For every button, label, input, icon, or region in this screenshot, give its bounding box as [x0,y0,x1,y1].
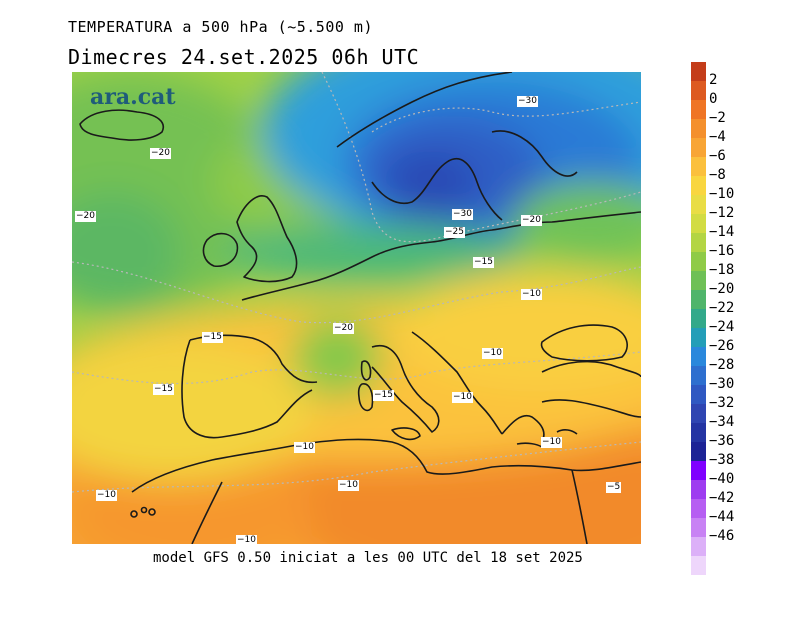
color-legend: 2 0 −2 −4 −6 −8 −10 −12 −14 −16 −18 −20 −22 −24 −26 −28… [691,62,734,575]
chart-title-date: Dimecres 24.set.2025 06h UTC [68,45,420,69]
legend-label: −10 [709,186,735,202]
contour-label: −30 [517,96,538,107]
legend-swatch [691,252,706,271]
legend-swatch [691,404,706,423]
temperature-field [72,72,641,544]
legend-swatch [691,366,706,385]
legend-label: −30 [709,376,735,392]
contour-label: −20 [521,215,542,226]
contour-label: −10 [541,437,562,448]
contour-label: −10 [96,490,117,501]
legend-swatch [691,480,706,499]
legend-label: −4 [709,129,726,145]
legend-label: −6 [709,148,726,164]
legend-swatch [691,100,706,119]
legend-label: 0 [709,91,718,107]
legend-label: −20 [709,281,735,297]
legend-swatch [691,176,706,195]
legend-label: −44 [709,509,735,525]
legend-label: 2 [709,72,718,88]
legend-swatch [691,138,706,157]
legend-swatch [691,119,706,138]
legend-label: −46 [709,528,735,544]
legend-label: −18 [709,262,735,278]
legend-swatch [691,309,706,328]
legend-label: −40 [709,471,735,487]
legend-label: −28 [709,357,735,373]
contour-label: −20 [75,211,96,222]
contour-label: −25 [444,227,465,238]
legend-label: −26 [709,338,735,354]
legend-label: −38 [709,452,735,468]
model-run-caption: model GFS 0.50 iniciat a les 00 UTC del … [153,550,583,566]
legend-label: −2 [709,110,726,126]
legend-swatch [691,518,706,537]
legend-swatch [691,290,706,309]
contour-label: −10 [294,442,315,453]
contour-label: −10 [236,535,257,546]
legend-label: −34 [709,414,735,430]
legend-label: −24 [709,319,735,335]
contour-label: −20 [333,323,354,334]
contour-label: −15 [202,332,223,343]
legend-label: −16 [709,243,735,259]
legend-swatch [691,81,706,100]
legend-swatch [691,233,706,252]
contour-label: −10 [338,480,359,491]
legend-swatch [691,442,706,461]
legend-swatch [691,271,706,290]
legend-swatch [691,347,706,366]
legend-swatch [691,423,706,442]
weather-map [72,72,641,544]
legend-label: −12 [709,205,735,221]
legend-swatch [691,537,706,556]
contour-label: −15 [153,384,174,395]
legend-label: −36 [709,433,735,449]
legend-swatch [691,195,706,214]
contour-label: −20 [150,148,171,159]
legend-swatch [691,385,706,404]
legend-swatch [691,214,706,233]
contour-label: −10 [482,348,503,359]
contour-label: −10 [521,289,542,300]
ara-cat-logo: ara.cat [90,84,176,110]
contour-label: −5 [606,482,622,493]
legend-swatch [691,328,706,347]
contour-label: −10 [452,392,473,403]
legend-label: −14 [709,224,735,240]
legend-label: −32 [709,395,735,411]
legend-swatch [691,556,706,575]
contour-label: −15 [473,257,494,268]
contour-label: −15 [373,390,394,401]
legend-label: −42 [709,490,735,506]
legend-label: −22 [709,300,735,316]
contour-label: −30 [452,209,473,220]
legend-swatch [691,499,706,518]
legend-swatch [691,157,706,176]
legend-label: −8 [709,167,726,183]
chart-title-main: TEMPERATURA a 500 hPa (~5.500 m) [68,18,373,36]
legend-swatch [691,62,706,81]
legend-swatch [691,461,706,480]
